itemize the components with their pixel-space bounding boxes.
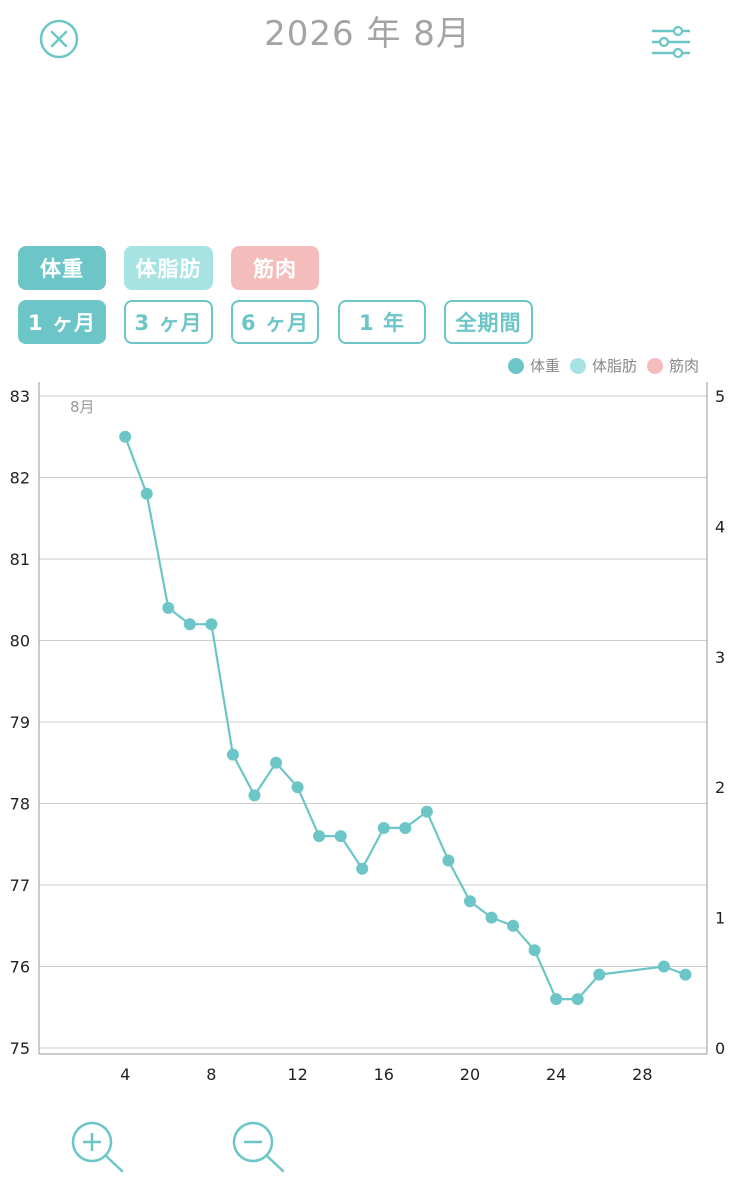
data-point-day-21 [485, 911, 498, 924]
page-title: 2026 年 8月 [264, 14, 471, 54]
data-point-day-29 [657, 960, 670, 973]
data-point-day-10 [248, 789, 261, 802]
tab-period-3-months[interactable]: 3 ヶ月 [124, 300, 213, 344]
y-tick-label-81: 81 [10, 550, 30, 569]
x-tick-label-28: 28 [632, 1065, 652, 1084]
data-point-day-12 [291, 781, 304, 794]
data-point-day-19 [442, 854, 455, 867]
chart-legend: 体重 体脂肪 筋肉 [498, 355, 699, 376]
y-tick-label-83: 83 [10, 387, 30, 406]
sliders-icon[interactable] [648, 22, 694, 62]
tab-weight[interactable]: 体重 [18, 246, 106, 290]
y-tick-label-79: 79 [10, 713, 30, 732]
tab-period-1-month[interactable]: 1 ヶ月 [18, 300, 106, 344]
tab-period-1-year[interactable]: 1 年 [338, 300, 426, 344]
x-tick-label-8: 8 [206, 1065, 216, 1084]
data-point-day-5 [140, 487, 153, 500]
data-point-day-7 [183, 618, 196, 631]
data-point-day-8 [205, 618, 218, 631]
y-right-tick-label-5: 5 [715, 387, 725, 406]
data-point-day-14 [334, 830, 347, 843]
legend-dot-body-fat [569, 357, 586, 374]
close-icon[interactable] [38, 18, 80, 60]
legend-label-body-fat: 体脂肪 [591, 357, 637, 375]
legend-dot-muscle [646, 357, 663, 374]
data-point-day-24 [550, 993, 563, 1006]
y-tick-label-75: 75 [10, 1039, 30, 1058]
legend-dot-weight [507, 357, 524, 374]
y-right-tick-label-0: 0 [715, 1039, 725, 1058]
legend-item-muscle: 筋肉 [646, 355, 699, 376]
tab-muscle[interactable]: 筋肉 [231, 246, 319, 290]
x-tick-label-16: 16 [374, 1065, 394, 1084]
data-point-day-6 [162, 601, 175, 614]
zoom-in-icon[interactable] [70, 1120, 126, 1176]
x-tick-label-20: 20 [460, 1065, 480, 1084]
legend-label-muscle: 筋肉 [668, 357, 699, 375]
month-label: 8月 [70, 398, 95, 416]
tab-body-fat[interactable]: 体脂肪 [124, 246, 213, 290]
data-point-day-4 [119, 430, 132, 443]
x-tick-label-12: 12 [287, 1065, 307, 1084]
legend-item-body-fat: 体脂肪 [569, 355, 637, 376]
series-line-weight [124, 436, 686, 1001]
data-point-day-23 [528, 944, 541, 957]
data-point-day-25 [571, 993, 584, 1006]
data-point-day-30 [679, 968, 692, 981]
data-point-day-16 [377, 821, 390, 834]
tab-period-6-months[interactable]: 6 ヶ月 [231, 300, 319, 344]
y-tick-label-77: 77 [10, 876, 30, 895]
y-tick-label-82: 82 [10, 469, 30, 488]
data-point-day-11 [270, 756, 283, 769]
y-tick-label-76: 76 [10, 958, 30, 977]
data-point-day-15 [356, 862, 369, 875]
y-tick-label-80: 80 [10, 632, 30, 651]
data-point-day-22 [507, 919, 520, 932]
data-point-day-18 [420, 805, 433, 818]
legend-item-weight: 体重 [507, 355, 560, 376]
x-tick-label-4: 4 [120, 1065, 130, 1084]
y-right-tick-label-4: 4 [715, 517, 725, 536]
data-point-day-9 [226, 748, 239, 761]
y-right-tick-label-1: 1 [715, 909, 725, 928]
y-tick-label-78: 78 [10, 795, 30, 814]
zoom-out-icon[interactable] [231, 1120, 287, 1176]
y-right-tick-label-3: 3 [715, 648, 725, 667]
legend-label-weight: 体重 [529, 357, 560, 375]
data-point-day-17 [399, 821, 412, 834]
data-point-day-26 [593, 968, 606, 981]
data-point-day-20 [463, 895, 476, 908]
y-right-tick-label-2: 2 [715, 778, 725, 797]
data-point-day-13 [313, 830, 326, 843]
x-tick-label-24: 24 [546, 1065, 566, 1084]
tab-period-all[interactable]: 全期間 [444, 300, 533, 344]
